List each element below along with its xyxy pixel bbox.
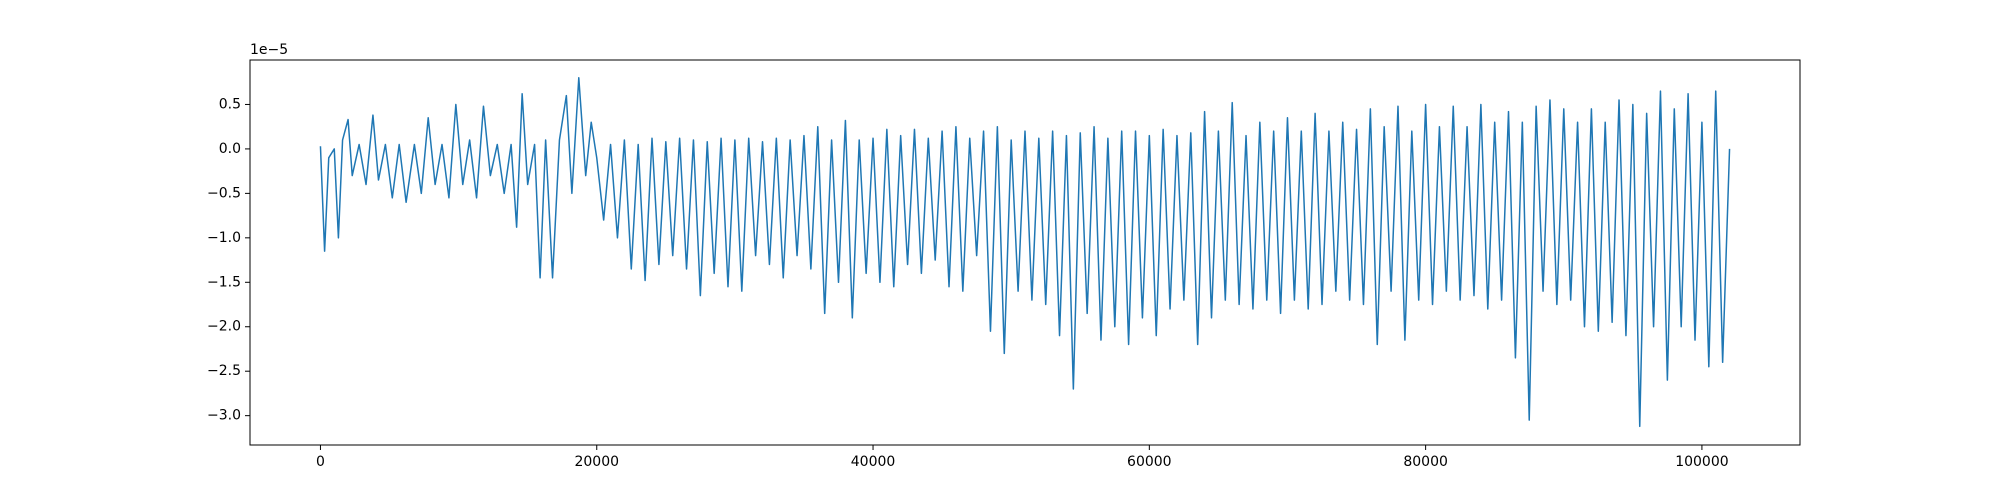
y-tick-label: 0.0 bbox=[219, 141, 241, 157]
y-tick-label: −0.5 bbox=[207, 185, 241, 201]
y-tick-label: −1.0 bbox=[207, 230, 241, 246]
x-tick-label: 40000 bbox=[851, 454, 896, 470]
y-tick-label: −1.5 bbox=[207, 274, 241, 290]
data-line bbox=[319, 77, 1731, 428]
plot-frame bbox=[249, 59, 1801, 446]
y-tick-label: −2.0 bbox=[207, 319, 241, 335]
offset-text: 1e−5 bbox=[250, 42, 288, 58]
x-tick-label: 100000 bbox=[1675, 454, 1728, 470]
y-tick-label: −2.5 bbox=[207, 363, 241, 379]
x-tick-label: 60000 bbox=[1127, 454, 1172, 470]
x-tick-label: 0 bbox=[316, 454, 325, 470]
x-tick-label: 20000 bbox=[574, 454, 619, 470]
x-tick-label: 80000 bbox=[1403, 454, 1448, 470]
y-tick-label: 0.5 bbox=[219, 96, 241, 112]
y-tick-label: −3.0 bbox=[207, 408, 241, 424]
